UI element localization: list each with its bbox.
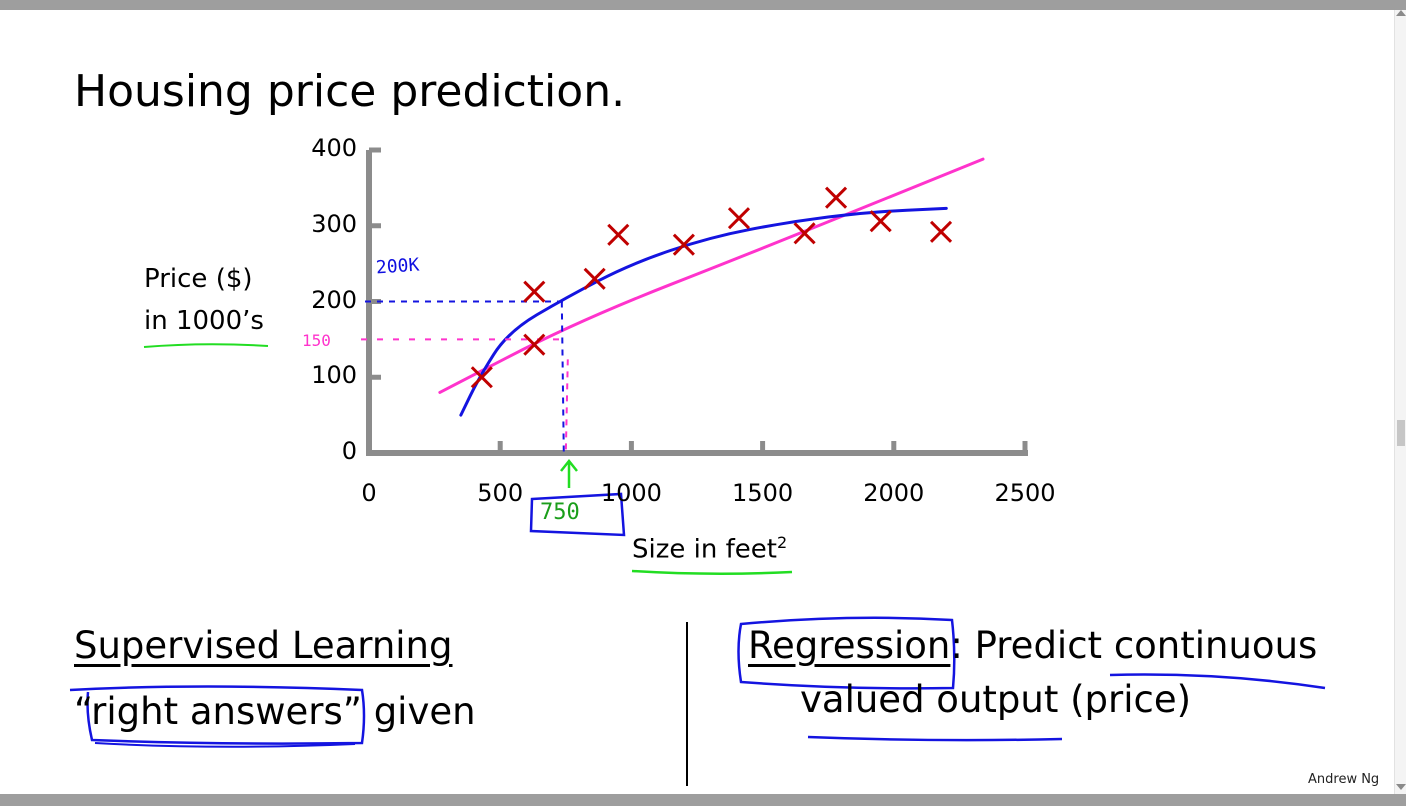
regression-line: Regression: Predict continuous — [748, 624, 1317, 667]
x-tick-label: 1000 — [600, 479, 662, 507]
y-tick-label: 300 — [311, 209, 357, 238]
x-tick-label: 2500 — [994, 479, 1056, 507]
y-axis-label-line2: in 1000’s — [144, 306, 264, 336]
vertical-scrollbar[interactable] — [1394, 10, 1406, 794]
scrollbar-thumb[interactable] — [1397, 420, 1405, 446]
data-point — [672, 233, 695, 256]
x-axis-label: Size in feet2 — [632, 533, 787, 565]
data-point — [929, 220, 953, 243]
scroll-down-arrow-icon[interactable] — [1396, 784, 1406, 790]
data-points — [470, 186, 953, 389]
right-answers-line: “right answers” given — [74, 690, 476, 733]
x-tick-marks — [497, 441, 1028, 453]
y-tick-label: 400 — [311, 134, 357, 162]
bottom-frame-bar — [0, 794, 1406, 806]
y-tick-label: 200 — [311, 285, 357, 314]
xlabel-underline — [631, 569, 793, 576]
green-arrow-icon — [560, 458, 578, 488]
pink-guide-vertical — [564, 359, 569, 454]
hand-drawn-marks — [69, 343, 1326, 748]
x-axis-label-text: Size in feet — [632, 534, 777, 565]
x-tick-label: 2000 — [863, 479, 925, 507]
ylabel-underline — [143, 343, 269, 348]
supervised-learning-heading: Supervised Learning — [74, 624, 453, 667]
data-point — [523, 280, 546, 303]
section-divider — [686, 622, 688, 786]
fit-lines — [438, 157, 985, 417]
data-point — [727, 207, 751, 230]
x-tick-label: 1500 — [732, 479, 794, 507]
right-answers-box — [69, 685, 366, 745]
data-point — [869, 210, 892, 233]
annotation-200k: 200K — [375, 254, 421, 279]
pink-fit-line — [438, 157, 985, 394]
data-point — [523, 333, 546, 356]
value-box — [529, 492, 626, 537]
valued-output-underline — [807, 735, 1063, 742]
data-point — [607, 223, 630, 246]
regression-highlight-box — [737, 616, 956, 690]
given-text: given — [361, 690, 476, 733]
data-point — [793, 222, 816, 245]
regression-term: Regression — [748, 624, 951, 667]
open-quote: “ — [74, 690, 92, 733]
x-tick-label: 0 — [361, 479, 377, 507]
scroll-up-arrow-icon[interactable] — [1396, 10, 1406, 16]
right-answers-underline — [94, 742, 356, 748]
data-point — [825, 186, 848, 209]
guide-lines — [361, 300, 569, 454]
y-tick-label: 0 — [341, 437, 357, 465]
top-frame-bar — [0, 0, 1406, 10]
y-tick-label: 100 — [311, 361, 357, 390]
regression-description: : Predict continuous — [950, 624, 1318, 667]
slide-title: Housing price prediction. — [74, 66, 626, 117]
author-credit: Andrew Ng — [1308, 772, 1380, 787]
annotation-750: 750 — [540, 500, 580, 525]
continuous-underline — [1109, 673, 1326, 690]
x-axis-label-superscript: 2 — [776, 533, 788, 552]
annotation-150: 150 — [302, 331, 331, 350]
data-point — [470, 366, 493, 389]
right-answers-text: right answers” — [91, 690, 362, 733]
blue-guide-vertical — [560, 301, 565, 454]
x-tick-label: 500 — [477, 479, 524, 507]
blue-fit-curve — [459, 206, 948, 417]
y-axis-label-line1: Price ($) — [144, 264, 253, 294]
regression-line2: valued output (price) — [800, 678, 1192, 721]
data-point — [583, 267, 606, 290]
